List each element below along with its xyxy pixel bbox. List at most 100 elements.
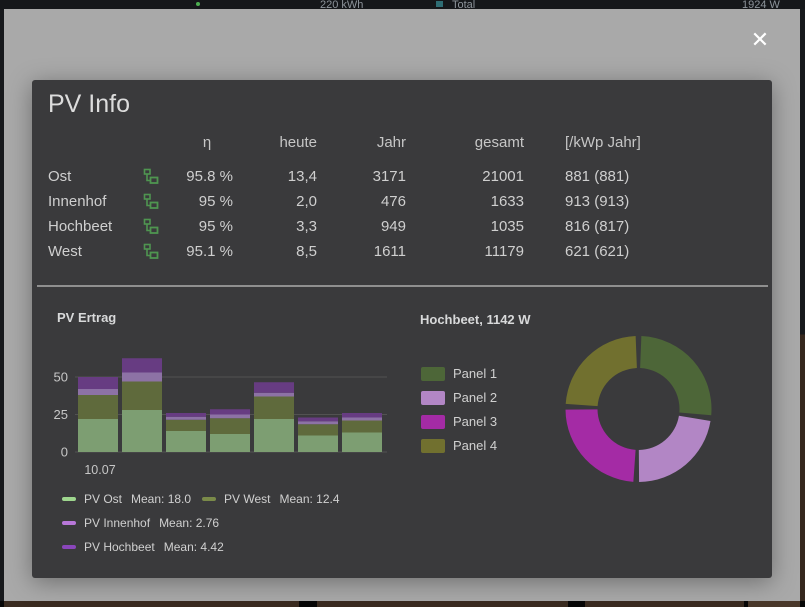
legend-label: PV Ost — [84, 492, 123, 506]
bottom-panel-fragment — [585, 601, 744, 607]
row-kwp-jahr: 816 (817) — [565, 218, 630, 235]
bar-segment — [254, 382, 294, 393]
legend-item-panel-4[interactable]: Panel 4 — [421, 438, 497, 453]
legend-item-panel-1[interactable]: Panel 1 — [421, 366, 497, 381]
y-tick-label: 25 — [54, 407, 68, 422]
donut-segment-panel-2 — [638, 415, 711, 482]
status-dot-icon — [196, 2, 200, 6]
row-eta: 95.1 % — [186, 243, 233, 260]
bar-segment — [298, 417, 338, 422]
legend-label: PV West — [224, 492, 271, 506]
bar-segment — [78, 395, 118, 419]
bar-segment — [122, 410, 162, 452]
bar-segment — [254, 396, 294, 419]
bar-segment — [254, 419, 294, 452]
row-kwp-jahr: 621 (621) — [565, 243, 630, 260]
legend-swatch — [62, 545, 76, 549]
bar-segment — [342, 413, 382, 418]
legend-swatch — [421, 414, 445, 429]
table-row-west: West 95.1 % 8,5 1611 11179 621 (621) — [48, 239, 760, 264]
row-gesamt: 21001 — [482, 168, 524, 185]
table-row-hochbeet: Hochbeet 95 % 3,3 949 1035 816 (817) — [48, 214, 760, 239]
row-name: Hochbeet — [48, 218, 113, 235]
section-divider — [37, 285, 768, 287]
bar-segment — [122, 381, 162, 410]
row-jahr: 3171 — [372, 168, 406, 185]
row-heute: 2,0 — [296, 193, 317, 210]
pv-table: η heute Jahr gesamt [/kWp Jahr] Ost 95.8… — [48, 130, 760, 264]
row-eta: 95 % — [198, 193, 233, 210]
background-stat-total: Total — [452, 0, 476, 9]
row-gesamt: 1035 — [490, 218, 524, 235]
row-jahr: 949 — [380, 218, 406, 235]
row-eta: 95.8 % — [186, 168, 233, 185]
legend-item-pv-innenhof[interactable]: PV Innenhof Mean: 2.76 — [62, 516, 219, 530]
legend-label: PV Innenhof — [84, 516, 151, 530]
background-stat-watt: 1924 W — [742, 0, 780, 9]
row-name: West — [48, 243, 82, 260]
legend-swatch — [62, 521, 76, 525]
donut-segment-panel-4 — [565, 336, 637, 407]
legend-swatch — [421, 366, 445, 381]
row-jahr: 476 — [380, 193, 406, 210]
bottom-panel-fragment — [317, 601, 568, 607]
y-tick-label: 0 — [61, 445, 68, 460]
legend-mean: Mean: 4.42 — [163, 540, 224, 554]
legend-item-panel-3[interactable]: Panel 3 — [421, 414, 497, 429]
legend-swatch — [421, 390, 445, 405]
legend-mean: Mean: 2.76 — [159, 516, 220, 530]
bar-segment — [210, 409, 250, 415]
legend-label: PV Hochbeet — [84, 540, 155, 554]
bar-segment — [210, 418, 250, 434]
gauge-fragment-icon — [436, 1, 443, 7]
legend-label: Panel 4 — [453, 438, 498, 453]
network-nodes-icon[interactable] — [143, 193, 159, 210]
row-heute: 13,4 — [287, 168, 317, 185]
network-nodes-icon[interactable] — [143, 243, 159, 260]
legend-item-panel-2[interactable]: Panel 2 — [421, 390, 497, 405]
bar-segment — [254, 392, 294, 397]
network-nodes-icon[interactable] — [143, 218, 159, 235]
row-name: Innenhof — [48, 193, 107, 210]
bar-segment — [210, 414, 250, 419]
bar-segment — [122, 372, 162, 382]
bar-segment — [78, 419, 118, 452]
row-eta: 95 % — [198, 218, 233, 235]
row-gesamt: 1633 — [490, 193, 524, 210]
bar-segment — [342, 417, 382, 421]
window-border-right — [800, 9, 805, 601]
bar-segment — [166, 419, 206, 431]
bar-segment — [166, 431, 206, 452]
bar-segment — [122, 358, 162, 373]
table-row-innenhof: Innenhof 95 % 2,0 476 1633 913 (913) — [48, 189, 760, 214]
header-eta: η — [202, 134, 212, 151]
pv-info-modal: PV Info η heute Jahr gesamt [/kWp Jahr] … — [32, 80, 772, 578]
background-dashboard-bottom-edge — [0, 601, 805, 607]
donut-segment-panel-1 — [640, 336, 712, 416]
row-kwp-jahr: 913 (913) — [565, 193, 630, 210]
bottom-panel-fragment — [4, 601, 299, 607]
legend-mean: Mean: 12.4 — [279, 492, 340, 506]
bar-segment — [298, 421, 338, 425]
legend-label: Panel 3 — [453, 414, 498, 429]
header-jahr: Jahr — [376, 134, 406, 151]
row-name: Ost — [48, 168, 72, 185]
network-nodes-icon[interactable] — [143, 168, 159, 185]
legend-swatch — [202, 497, 216, 501]
row-heute: 3,3 — [296, 218, 317, 235]
legend-item-pv-ost[interactable]: PV Ost Mean: 18.0 — [62, 492, 191, 506]
row-jahr: 1611 — [373, 243, 406, 260]
background-dashboard-top-edge: 220 kWh Total 1924 W — [0, 0, 805, 9]
x-tick-label: 10.07 — [84, 463, 115, 477]
table-row-ost: Ost 95.8 % 13,4 3171 21001 881 (881) — [48, 164, 760, 189]
bar-segment — [298, 424, 338, 436]
legend-swatch — [421, 438, 445, 453]
legend-item-pv-hochbeet[interactable]: PV Hochbeet Mean: 4.42 — [62, 540, 224, 554]
close-icon[interactable]: ✕ — [746, 26, 774, 54]
bar-segment — [210, 434, 250, 452]
bar-segment — [342, 432, 382, 452]
legend-item-pv-west[interactable]: PV West Mean: 12.4 — [202, 492, 340, 506]
legend-swatch — [62, 497, 76, 501]
donut-chart-title: Hochbeet, 1142 W — [420, 312, 531, 327]
bar-segment — [166, 413, 206, 417]
